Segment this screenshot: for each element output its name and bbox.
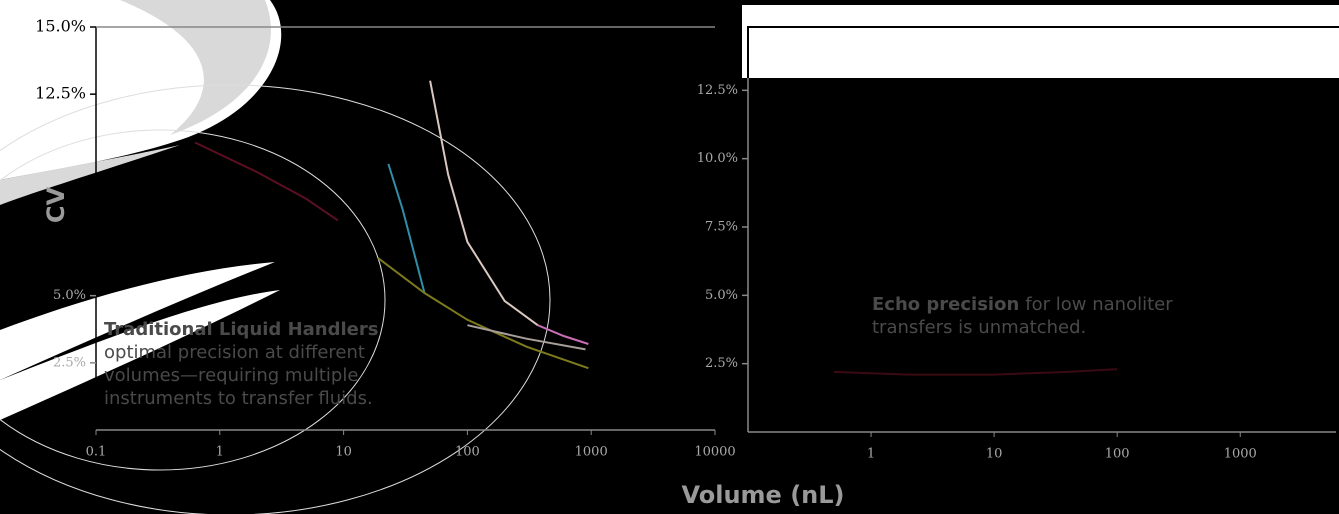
annotation-bold: Traditional Liquid Handlers [104,319,378,340]
x-tick-label: 10000 [694,445,735,460]
x-tick-label: 0.1 [86,445,107,460]
annotation-text: optimal precision at different [104,342,365,363]
y-tick-label: 15.0% [35,17,86,36]
y-axis-title: CV [42,186,70,223]
annotation-text: for low nanoliter [1025,294,1173,315]
swoosh-arc [0,84,551,514]
series-line [194,141,339,222]
swoosh-white [0,262,275,380]
y-tick-label: 2.5% [53,355,86,370]
series-line [387,163,426,294]
annotation: Traditional Liquid Handlers [104,319,378,340]
annotation: Echo precision for low nanoliter [872,294,1173,315]
x-tick-label: 1000 [1224,447,1257,462]
y-tick-label: 12.5% [697,83,738,98]
series-line [833,368,1118,376]
swoosh-gray [120,0,271,135]
x-tick-label: 100 [455,445,480,460]
x-tick-label: 1000 [575,445,608,460]
x-tick-label: 1 [216,445,224,460]
swoosh-gray [0,145,180,205]
y-tick-label: 7.5% [705,220,738,235]
series-line [377,257,589,370]
y-tick-label: 5.0% [53,288,86,303]
frame-line [747,26,1339,78]
series-line [429,80,539,327]
swoosh-white [0,290,280,420]
series-line [467,324,586,351]
y-tick-label: 5.0% [705,288,738,303]
y-tick-label: 10.0% [697,151,738,166]
series-line [537,324,589,345]
header-box [742,5,1339,78]
annotation-bold: Echo precision [872,294,1019,315]
x-tick-label: 1 [867,447,875,462]
x-axis-title: Volume (nL) [681,481,844,509]
x-tick-label: 10 [335,445,352,460]
y-tick-label: 12.5% [35,84,86,103]
x-tick-label: 100 [1105,447,1130,462]
swoosh-arc [0,129,386,471]
annotation-text: instruments to transfer fluids. [104,388,373,409]
x-tick-label: 10 [986,447,1003,462]
annotation-text: volumes—requiring multiple [104,365,358,386]
annotation-text: transfers is unmatched. [872,317,1086,338]
y-tick-label: 2.5% [705,356,738,371]
